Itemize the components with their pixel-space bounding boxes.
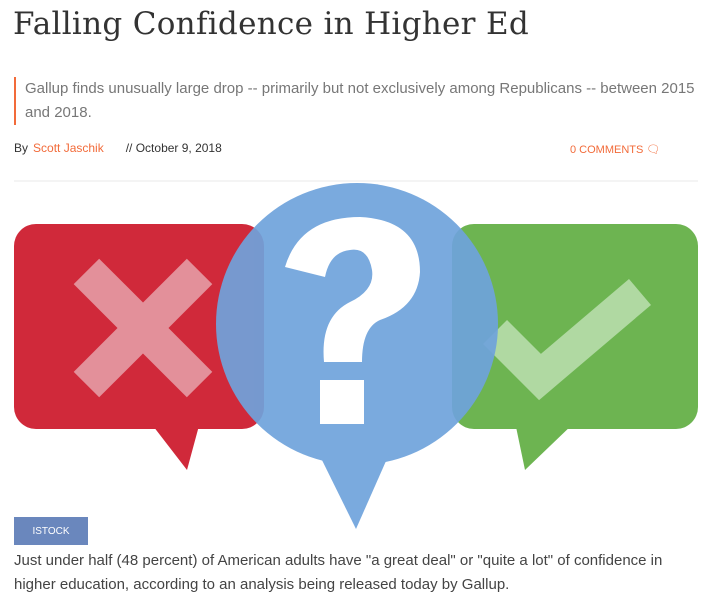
image-credit-badge: ISTOCK [14, 517, 88, 545]
comments-link[interactable]: 0 COMMENTS 🗨 [570, 143, 660, 156]
by-label: By [14, 141, 29, 155]
hero-image [14, 180, 698, 532]
comments-label: 0 COMMENTS [570, 144, 644, 156]
question-bubble-icon [216, 183, 498, 529]
byline: By Scott Jaschik // October 9, 2018 [14, 141, 222, 155]
article-title: Falling Confidence in Higher Ed [13, 6, 530, 42]
author-link[interactable]: Scott Jaschik [33, 141, 104, 155]
article-body: Just under half (48 percent) of American… [14, 552, 663, 593]
speech-bubbles-icon: 🗨 [646, 144, 661, 156]
green-bubble-icon [452, 224, 698, 470]
article-subtitle: Gallup finds unusually large drop -- pri… [14, 77, 705, 125]
publish-date: // October 9, 2018 [125, 141, 222, 155]
red-bubble-icon [14, 224, 264, 470]
